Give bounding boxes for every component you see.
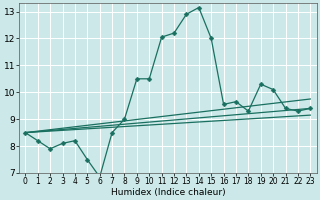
X-axis label: Humidex (Indice chaleur): Humidex (Indice chaleur): [110, 188, 225, 197]
